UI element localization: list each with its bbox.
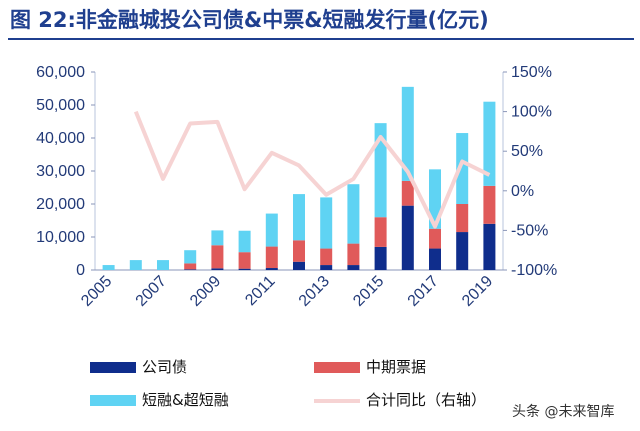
y-right-tick-label: 0% — [511, 183, 534, 200]
title-divider — [8, 38, 634, 40]
bar-corporate-bond — [211, 268, 224, 270]
bar-mtn — [483, 185, 496, 224]
legend-label-mtn: 中期票据 — [366, 358, 427, 376]
bar-mtn — [456, 204, 469, 233]
bar-short-term — [483, 101, 496, 186]
bar-short-term — [401, 86, 414, 181]
bar-short-term — [102, 265, 115, 270]
x-tick-label: 2007 — [133, 273, 170, 310]
legend-swatch-growth — [314, 398, 360, 403]
growth-line-group — [133, 110, 491, 229]
x-tick-label: 2013 — [296, 273, 333, 310]
bar-corporate-bond — [184, 269, 197, 270]
bar-corporate-bond — [401, 205, 414, 270]
y-left-tick-label: 50,000 — [36, 97, 85, 114]
bar-corporate-bond — [265, 268, 278, 270]
bar-short-term — [265, 213, 278, 247]
x-tick-label: 2017 — [405, 273, 442, 310]
y-right-tick-label: -50% — [511, 222, 548, 239]
bar-mtn — [265, 246, 278, 269]
bar-short-term — [374, 123, 387, 218]
y-left-tick-label: 10,000 — [36, 229, 85, 246]
bar-mtn — [211, 245, 224, 269]
y-left-tick-label: 0 — [76, 262, 85, 279]
bar-corporate-bond — [374, 246, 387, 270]
legend-label-growth: 合计同比（右轴） — [366, 391, 487, 409]
bar-corporate-bond — [293, 261, 305, 270]
bar-mtn — [293, 240, 305, 262]
bar-short-term — [211, 230, 224, 246]
bars-group — [102, 86, 496, 270]
bar-short-term — [347, 184, 360, 244]
growth-line — [133, 110, 491, 229]
bar-corporate-bond — [347, 265, 360, 270]
bar-short-term — [456, 133, 469, 204]
bar-mtn — [374, 217, 387, 247]
legend-label-corporate-bond: 公司债 — [142, 358, 188, 376]
y-left-tick-label: 30,000 — [36, 163, 85, 180]
bar-mtn — [184, 263, 197, 270]
bar-short-term — [129, 260, 142, 270]
chart-title: 图 22:非金融城投公司债&中票&短融发行量(亿元) — [10, 8, 489, 32]
stacked-bar-line-chart: 0 10,000 20,000 30,000 40,000 50,000 60,000 -10… — [36, 64, 557, 310]
bar-mtn — [238, 252, 251, 269]
legend-item-mtn: 中期票据 — [314, 356, 426, 377]
bar-corporate-bond — [238, 268, 251, 270]
bar-short-term — [320, 197, 333, 249]
bar-mtn — [429, 228, 441, 249]
bar-short-term — [184, 250, 197, 264]
legend-item-growth: 合计同比（右轴） — [314, 389, 486, 410]
bar-corporate-bond — [483, 223, 496, 270]
watermark: 头条 @未来智库 — [512, 404, 615, 420]
y-left-tick-label: 60,000 — [36, 64, 85, 81]
x-tick-label: 2019 — [459, 273, 496, 310]
bar-corporate-bond — [429, 248, 441, 270]
x-tick-label: 2011 — [242, 273, 278, 309]
legend-swatch-mtn — [314, 362, 360, 373]
x-tick-label: 2015 — [350, 273, 387, 310]
y-left-tick-label: 20,000 — [36, 196, 85, 213]
legend-swatch-corporate-bond — [90, 362, 136, 373]
legend-swatch-short-term — [90, 395, 136, 406]
bar-short-term — [157, 260, 169, 270]
legend-item-short-term: 短融&超短融 — [90, 389, 229, 410]
y-right-tick-label: 100% — [511, 104, 552, 121]
tick-labels-group: 0 10,000 20,000 30,000 40,000 50,000 60,000 -10… — [36, 64, 557, 310]
legend-label-short-term: 短融&超短融 — [142, 391, 229, 409]
bar-corporate-bond — [456, 232, 469, 270]
bar-short-term — [429, 169, 441, 229]
y-right-tick-label: 150% — [511, 64, 552, 81]
y-right-tick-label: 50% — [511, 143, 543, 160]
legend-item-corporate-bond: 公司债 — [90, 356, 187, 377]
y-left-tick-label: 40,000 — [36, 130, 85, 147]
bar-mtn — [320, 248, 333, 266]
bar-mtn — [401, 180, 414, 206]
bar-short-term — [293, 194, 305, 241]
y-right-tick-label: -100% — [511, 262, 557, 279]
bar-mtn — [347, 243, 360, 266]
bar-short-term — [238, 230, 251, 253]
x-tick-label: 2009 — [187, 273, 224, 310]
bar-corporate-bond — [320, 265, 333, 270]
